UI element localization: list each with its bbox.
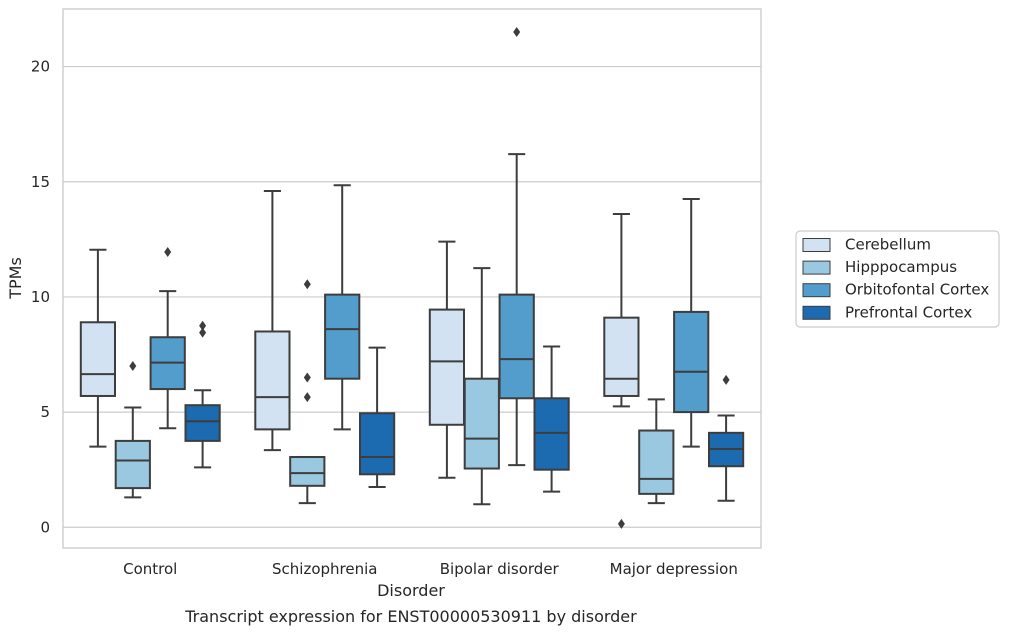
x-tick-label: Bipolar disorder: [440, 560, 560, 578]
legend-label: Hipppocampus: [845, 258, 957, 276]
y-tick-label: 15: [31, 173, 50, 191]
y-tick-label: 5: [40, 403, 50, 421]
box-prefrontal-cortex: [533, 345, 570, 493]
x-tick-label: Schizophrenia: [272, 560, 377, 578]
box-hipppocampus: [114, 361, 151, 499]
plot-frame: [62, 8, 762, 549]
box-orbitofontal-cortex: [324, 184, 361, 431]
y-axis-ticks: 0 5 10 15 20: [31, 58, 50, 537]
box-prefrontal-cortex: [358, 346, 396, 488]
box-cerebellum: [254, 189, 291, 452]
outlier-point: [722, 374, 730, 385]
box-cerebellum: [428, 240, 466, 479]
iqr-box: [498, 293, 535, 400]
y-axis-label: TPMs: [6, 257, 25, 300]
legend: Cerebellum Hipppocampus Orbitofontal Corte…: [795, 230, 1000, 328]
box-hipppocampus: [289, 279, 326, 505]
outlier-point: [513, 27, 521, 38]
box-cerebellum: [603, 213, 640, 529]
legend-label: Cerebellum: [845, 236, 931, 254]
box-hipppocampus: [638, 398, 675, 505]
legend-frame: [795, 230, 1000, 328]
box-orbitofontal-cortex: [149, 247, 186, 430]
x-axis-ticks: Control Schizophrenia Bipolar disorder Majo…: [123, 560, 738, 578]
x-tick-label: Major depression: [610, 560, 738, 578]
outlier-point: [199, 320, 207, 331]
chart-caption: Transcript expression for ENST0000053091…: [184, 607, 637, 626]
box-prefrontal-cortex: [707, 374, 745, 502]
legend-swatch: [802, 283, 831, 298]
iqr-box: [184, 404, 221, 442]
box-prefrontal-cortex: [184, 320, 221, 469]
outlier-point: [303, 392, 311, 403]
iqr-box: [114, 439, 151, 490]
y-gridlines: [63, 65, 761, 528]
box-hipppocampus: [463, 267, 500, 506]
x-axis-label: Disorder: [377, 581, 445, 600]
x-tick-label: Control: [123, 560, 177, 578]
box-plot-area: [79, 27, 745, 529]
box-cerebellum: [79, 248, 117, 448]
y-tick-label: 10: [31, 288, 50, 306]
iqr-box: [289, 456, 326, 487]
outlier-point: [199, 327, 207, 338]
iqr-box: [603, 316, 640, 397]
iqr-box: [254, 330, 291, 431]
iqr-box: [638, 429, 675, 495]
legend-label: Orbitofontal Cortex: [845, 281, 989, 299]
legend-swatch: [802, 238, 831, 252]
iqr-box: [79, 321, 117, 397]
iqr-box: [428, 308, 466, 426]
legend-swatch: [802, 260, 831, 275]
iqr-box: [673, 310, 710, 414]
y-tick-label: 20: [31, 58, 50, 76]
box-orbitofontal-cortex: [673, 198, 710, 448]
iqr-box: [324, 293, 361, 380]
outlier-point: [129, 361, 137, 372]
y-tick-label: 0: [40, 518, 50, 536]
iqr-box: [533, 397, 570, 471]
outlier-point: [303, 279, 311, 290]
legend-label: Prefrontal Cortex: [845, 303, 972, 321]
outlier-point: [617, 518, 625, 529]
iqr-box: [358, 412, 396, 476]
iqr-box: [463, 377, 500, 470]
outlier-point: [303, 372, 311, 383]
legend-swatch: [802, 305, 831, 320]
box-orbitofontal-cortex: [498, 27, 535, 467]
outlier-point: [164, 247, 172, 258]
